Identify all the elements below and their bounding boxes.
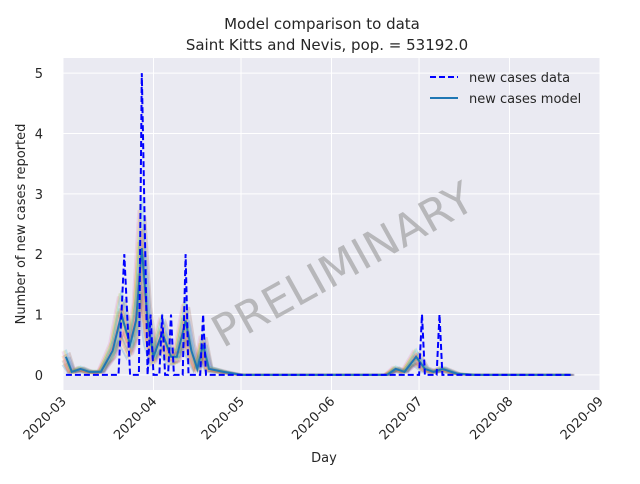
legend-label-model: new cases model — [469, 92, 581, 107]
model-run-line — [68, 216, 575, 376]
y-tick-label: 4 — [35, 127, 43, 142]
model-run-line — [68, 248, 575, 376]
y-tick-label: 1 — [35, 309, 43, 324]
series-layer — [64, 73, 571, 376]
chart-subtitle: Saint Kitts and Nevis, pop. = 53192.0 — [186, 36, 468, 54]
y-axis-label: Number of new cases reported — [14, 124, 29, 325]
model-run-line — [61, 305, 568, 376]
y-tick-label: 3 — [35, 188, 43, 203]
legend-label-data: new cases data — [469, 71, 570, 86]
x-axis-label: Day — [311, 451, 337, 466]
y-tick-label: 2 — [35, 248, 43, 263]
legend: new cases data new cases model — [430, 71, 581, 107]
new-cases-data-line — [65, 73, 571, 376]
model-run-line — [61, 273, 568, 376]
model-run-line — [63, 298, 570, 376]
y-tick-label: 5 — [35, 67, 43, 82]
model-run-line — [66, 254, 573, 376]
y-tick-label: 0 — [35, 369, 43, 384]
chart-title: Model comparison to data — [224, 15, 420, 33]
